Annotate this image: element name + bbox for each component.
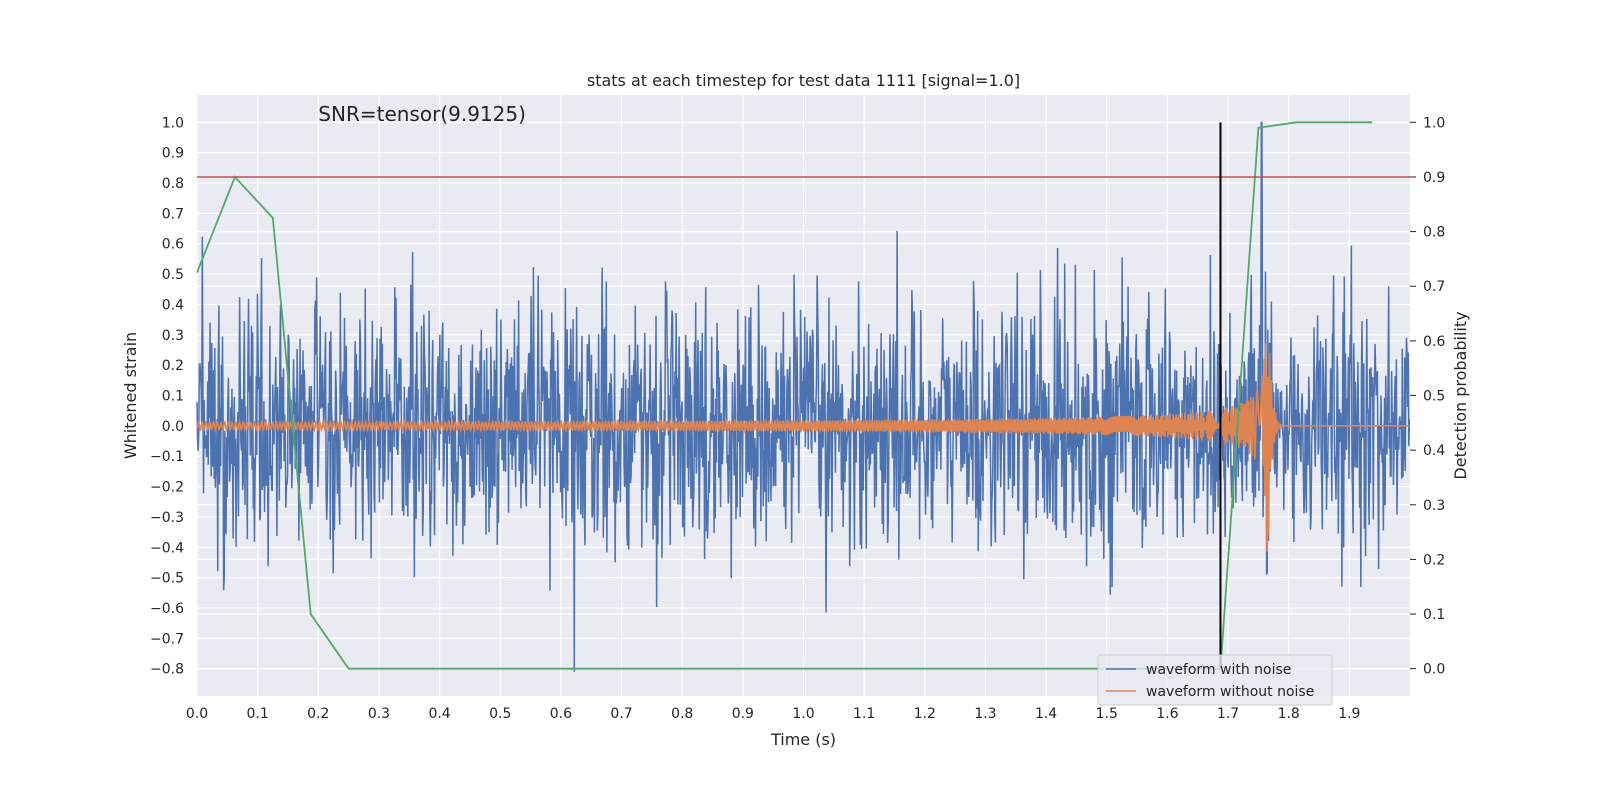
y-tick-label-left: 0.9 (162, 146, 184, 162)
y-tick-label-left: −0.6 (150, 601, 184, 617)
y-tick-label-right: 0.9 (1423, 170, 1445, 186)
y-tick-label-right: 0.4 (1423, 443, 1445, 459)
y-tick-label-left: −0.7 (150, 631, 184, 647)
chart-title: stats at each timestep for test data 111… (587, 71, 1020, 90)
y-tick-label-left: −0.4 (150, 540, 184, 556)
x-axis-title: Time (s) (770, 730, 836, 749)
y-tick-label-right: 0.3 (1423, 498, 1445, 514)
y-tick-label-right: 0.1 (1423, 607, 1445, 623)
x-tick-label: 0.9 (732, 706, 754, 722)
y-axis-title-left: Whitened strain (121, 332, 140, 459)
y-tick-label-left: −0.2 (150, 480, 184, 496)
x-tick-label: 0.0 (186, 706, 208, 722)
x-tick-label: 1.0 (792, 706, 814, 722)
x-tick-label: 1.9 (1338, 706, 1360, 722)
y-tick-label-left: 0.6 (162, 237, 184, 253)
y-tick-label-right: 0.6 (1423, 334, 1445, 350)
x-tick-label: 1.6 (1156, 706, 1178, 722)
y-tick-label-left: 0.1 (162, 389, 184, 405)
y-tick-label-left: 0.3 (162, 328, 184, 344)
y-axis-title-right: Detection probability (1451, 311, 1470, 479)
x-tick-label: 0.5 (489, 706, 511, 722)
y-tick-label-left: 0.7 (162, 206, 184, 222)
y-tick-label-left: 0.0 (162, 419, 184, 435)
y-tick-label-left: 0.2 (162, 358, 184, 374)
y-tick-label-right: 1.0 (1423, 115, 1445, 131)
x-tick-label: 1.2 (914, 706, 936, 722)
y-tick-label-left: 1.0 (162, 115, 184, 131)
tick-labels: 0.0 0.1 0.2 0.3 0.4 0.5 0.6 0.7 0.8 0.9 1.0 1.1 1.2 1… (150, 115, 1445, 722)
y-tick-label-left: 0.8 (162, 176, 184, 192)
y-tick-label-right: 0.7 (1423, 279, 1445, 295)
y-tick-label-right: 0.5 (1423, 389, 1445, 405)
x-tick-label: 1.4 (1035, 706, 1057, 722)
y-tick-label-left: −0.3 (150, 510, 184, 526)
x-tick-label: 0.3 (368, 706, 390, 722)
y-tick-label-right: 0.8 (1423, 225, 1445, 241)
legend: waveform with noise waveform without noi… (1097, 654, 1333, 706)
y-tick-label-right: 0.0 (1423, 662, 1445, 678)
x-tick-label: 0.4 (428, 706, 450, 722)
legend-label-waveform-without-noise: waveform without noise (1146, 684, 1314, 700)
x-tick-label: 0.2 (307, 706, 329, 722)
series-waveform-with-noise (196, 121, 1411, 672)
snr-annotation: SNR=tensor(9.9125) (318, 102, 526, 126)
x-tick-label: 1.7 (1217, 706, 1239, 722)
x-tick-label: 0.7 (610, 706, 632, 722)
series-layer (196, 121, 1411, 672)
y-tick-label-left: −0.5 (150, 571, 184, 587)
y-tick-label-left: −0.8 (150, 662, 184, 678)
y-tick-label-left: 0.5 (162, 267, 184, 283)
y-tick-label-right: 0.2 (1423, 552, 1445, 568)
legend-box (1097, 654, 1333, 706)
x-tick-label: 0.1 (247, 706, 269, 722)
y-tick-label-left: −0.1 (150, 449, 184, 465)
x-tick-label: 1.3 (974, 706, 996, 722)
x-tick-label: 1.1 (853, 706, 875, 722)
x-tick-label: 1.8 (1278, 706, 1300, 722)
legend-label-waveform-with-noise: waveform with noise (1146, 662, 1291, 678)
x-tick-label: 1.5 (1096, 706, 1118, 722)
x-tick-label: 0.8 (671, 706, 693, 722)
series-waveform-without-noise (196, 343, 1410, 552)
x-tick-label: 0.6 (550, 706, 572, 722)
y-tick-label-left: 0.4 (162, 297, 184, 313)
